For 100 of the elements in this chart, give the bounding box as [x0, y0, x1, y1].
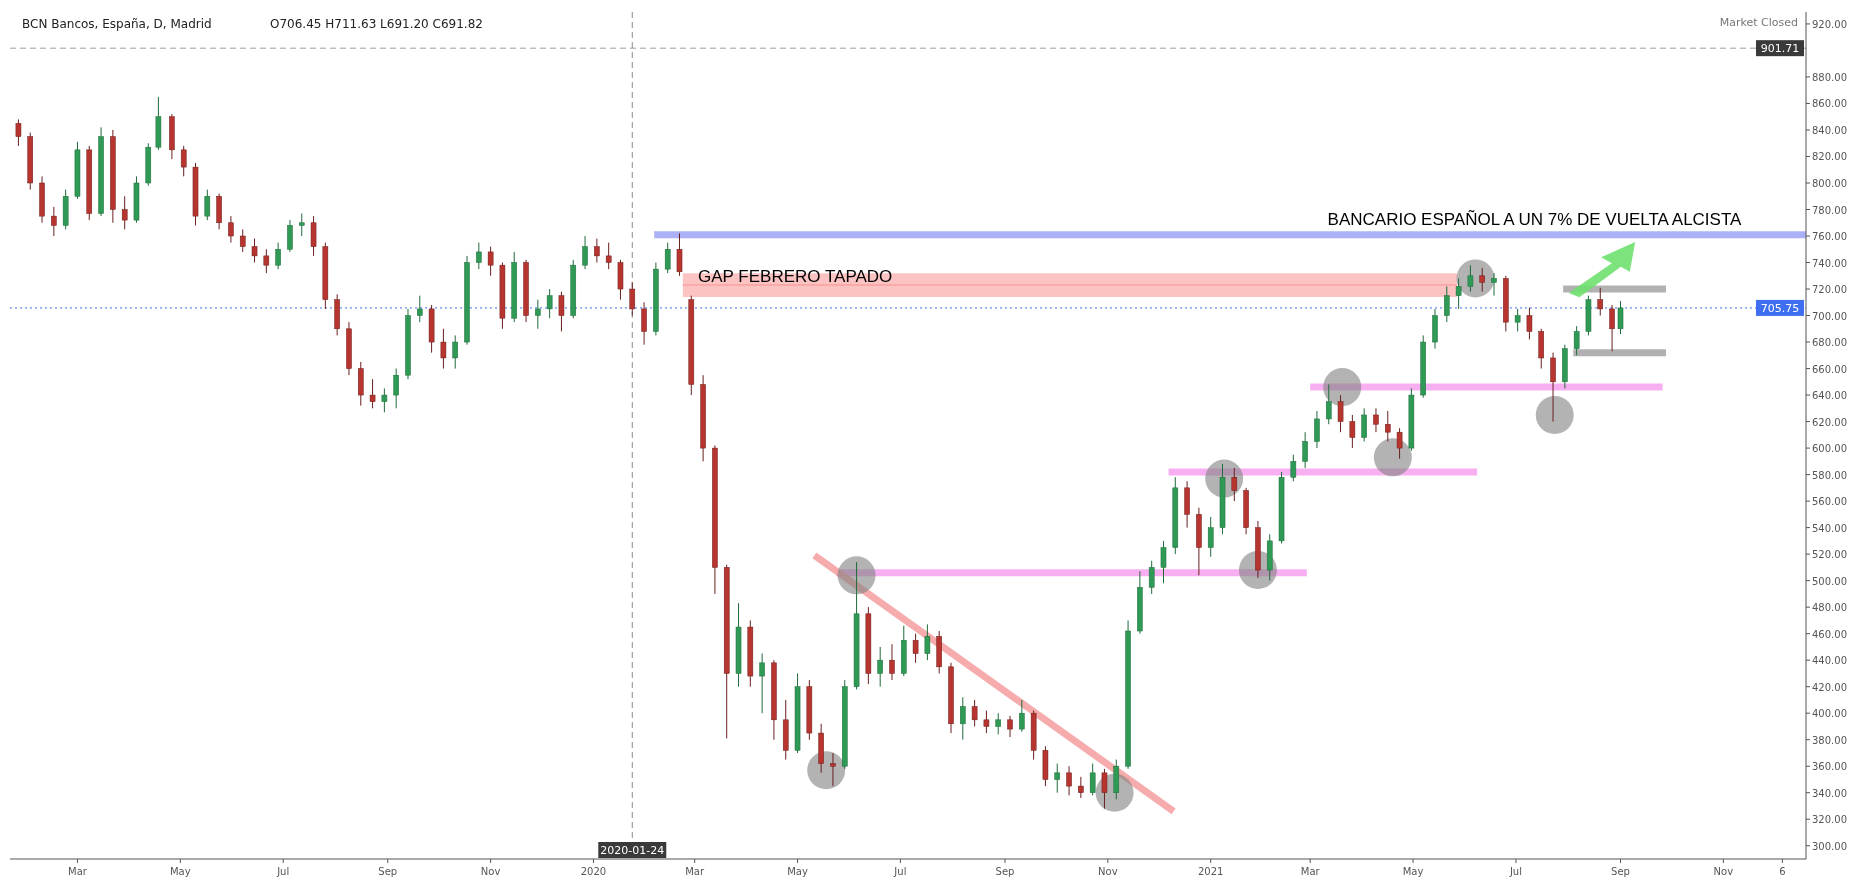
y-tick-label: 820.00: [1812, 151, 1847, 163]
candlestick: [263, 248, 270, 274]
candlestick: [1290, 454, 1297, 482]
candlestick: [1573, 325, 1580, 356]
ref-line-label: 901.71: [1760, 42, 1800, 56]
x-tick-label: Jul: [276, 866, 290, 877]
candlestick: [1231, 467, 1238, 502]
candlestick: [889, 643, 895, 681]
y-tick-label: 700.00: [1812, 310, 1847, 322]
x-tick-label: Mar: [685, 866, 705, 877]
candlestick: [487, 246, 494, 277]
candlestick: [1361, 407, 1367, 442]
candlestick: [924, 623, 931, 661]
candlestick: [1066, 765, 1072, 796]
candlestick: [582, 235, 588, 270]
y-tick-label: 300.00: [1812, 840, 1847, 852]
candlestick: [1325, 383, 1332, 425]
y-tick-label: 740.00: [1812, 257, 1847, 269]
y-tick-label: 800.00: [1812, 177, 1847, 189]
y-tick-label: 600.00: [1812, 443, 1847, 455]
y-tick-label: 860.00: [1812, 98, 1847, 110]
candlestick: [310, 215, 317, 257]
x-tick-label: Jul: [893, 866, 907, 877]
chart-subtitle: O706.45 H711.63 L691.20 C691.82: [270, 17, 483, 31]
candlestick: [51, 206, 57, 237]
candlestick: [594, 238, 600, 264]
candlestick: [1314, 410, 1320, 449]
candlestick: [476, 242, 482, 270]
candlestick: [1550, 352, 1556, 423]
ref-line-label: 705.75: [1760, 301, 1800, 315]
candlestick: [1597, 287, 1604, 317]
candlestick: [995, 712, 1001, 735]
candlestick: [1101, 768, 1108, 810]
candlestick: [1444, 285, 1450, 323]
candlestick: [983, 710, 990, 734]
annotation: BANCARIO ESPAÑOL A UN 7% DE VUELTA ALCISTA: [1327, 209, 1743, 229]
candlestick: [275, 242, 281, 270]
y-tick-label: 620.00: [1812, 416, 1847, 428]
candlestick: [1148, 560, 1155, 595]
candlestick: [877, 646, 883, 688]
candlestick: [1007, 715, 1013, 738]
candlestick: [1207, 516, 1214, 558]
candlestick: [759, 653, 765, 714]
candlestick: [298, 212, 305, 237]
candlestick: [1526, 307, 1533, 340]
candlestick: [121, 195, 128, 230]
candlestick: [287, 219, 293, 253]
candlestick: [971, 699, 978, 727]
candlestick: [641, 301, 647, 346]
x-tick-label: Nov: [1713, 866, 1734, 877]
y-tick-label: 780.00: [1812, 204, 1847, 216]
y-tick-label: 720.00: [1812, 284, 1847, 296]
y-tick-label: 320.00: [1812, 814, 1847, 826]
point: [837, 556, 876, 595]
y-tick-label: 480.00: [1812, 602, 1847, 614]
x-tick-label: Mar: [1300, 866, 1321, 877]
x-tick-label: Nov: [480, 866, 501, 877]
x-tick-label: May: [169, 866, 191, 877]
ref-line-label: 2020-01-24: [600, 844, 665, 857]
candlestick: [15, 118, 22, 147]
x-tick-label: Sep: [1611, 866, 1630, 877]
candlestick: [676, 232, 683, 277]
y-tick-label: 520.00: [1812, 549, 1847, 561]
candlestick: [1467, 264, 1474, 293]
candlestick: [393, 368, 399, 409]
y-tick-label: 840.00: [1812, 124, 1847, 136]
candlestick: [452, 334, 458, 370]
y-tick-label: 340.00: [1812, 787, 1847, 799]
candlestick: [440, 328, 447, 370]
y-tick-label: 380.00: [1812, 734, 1847, 746]
y-tick-label: 540.00: [1812, 522, 1847, 534]
x-tick-label: Nov: [1098, 866, 1118, 877]
candlestick: [912, 633, 919, 664]
candlestick: [180, 145, 187, 177]
candlestick: [251, 238, 258, 264]
candlestick: [830, 752, 836, 787]
point: [1535, 395, 1574, 434]
candlestick: [535, 299, 541, 330]
candlestick: [1396, 427, 1403, 460]
x-tick-label: 6: [1779, 866, 1786, 877]
candlestick: [1337, 394, 1344, 433]
x-tick-label: May: [787, 866, 808, 877]
candlestick: [629, 281, 636, 317]
x-tick-label: May: [1402, 866, 1424, 877]
candlestick: [1617, 300, 1624, 335]
candlestick: [1302, 431, 1308, 469]
candlestick: [1349, 414, 1356, 449]
candlestick: [1373, 407, 1379, 433]
candlestick: [1479, 267, 1485, 293]
candlestick: [1054, 763, 1061, 794]
y-tick-label: 760.00: [1812, 231, 1847, 243]
candlestick: [1514, 308, 1521, 332]
candlestick: [204, 189, 211, 221]
annotation: GAP FEBRERO TAPADO: [698, 267, 893, 287]
y-tick-label: 920.00: [1812, 18, 1847, 30]
candlestick: [381, 387, 388, 413]
x-tick-label: Jul: [1508, 866, 1522, 877]
y-tick-label: 640.00: [1812, 390, 1847, 402]
candlestick: [1385, 410, 1391, 442]
x-tick-label: Sep: [378, 866, 398, 877]
